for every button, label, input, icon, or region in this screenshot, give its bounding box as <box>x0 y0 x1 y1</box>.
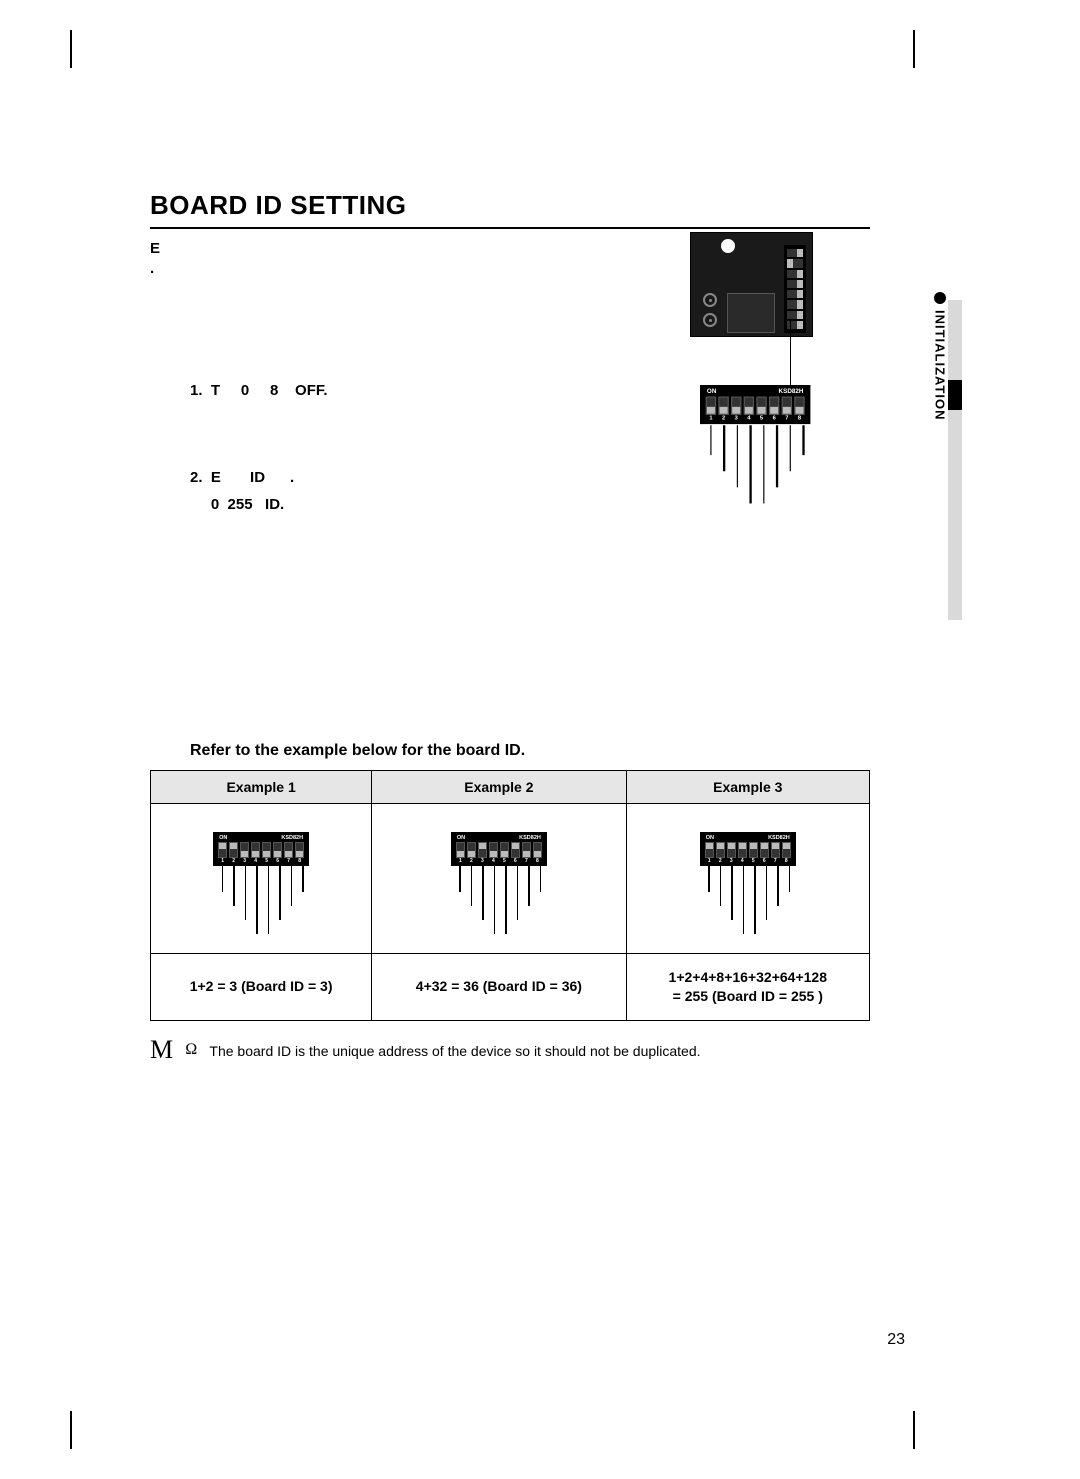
board-dip-switch <box>784 245 806 333</box>
side-tab-label: INITIALIZATION <box>933 310 948 421</box>
side-tab: INITIALIZATION <box>925 292 955 421</box>
table-row-dips: ONKSD82H12345678 ONKSD82H12345678 ONKSD8… <box>151 804 870 954</box>
board-screws <box>703 293 717 333</box>
callout-line <box>790 320 791 388</box>
col-header: Example 3 <box>626 771 869 804</box>
board-panel <box>727 293 775 333</box>
col-header: Example 2 <box>372 771 626 804</box>
side-tab-bullet-icon <box>934 292 946 304</box>
screw-icon <box>703 293 717 307</box>
examples-table: Example 1 Example 2 Example 3 ONKSD82H12… <box>150 770 870 1021</box>
result-2: 4+32 = 36 (Board ID = 36) <box>372 954 626 1021</box>
note-text: The board ID is the unique address of th… <box>209 1043 700 1059</box>
note: M Ω The board ID is the unique address o… <box>150 1037 870 1063</box>
col-header: Example 1 <box>151 771 372 804</box>
page-number: 23 <box>887 1331 905 1349</box>
board-photo <box>690 232 813 337</box>
result-1: 1+2 = 3 (Board ID = 3) <box>151 954 372 1021</box>
board-hole-icon <box>721 239 735 253</box>
screw-icon <box>703 313 717 327</box>
table-row-results: 1+2 = 3 (Board ID = 3) 4+32 = 36 (Board … <box>151 954 870 1021</box>
dip-example-3: ONKSD82H12345678 <box>627 832 869 934</box>
section-title: BOARD ID SETTING <box>150 190 870 229</box>
callout-dip-switch: ONKSD82H12345678 <box>700 385 796 488</box>
result-3: 1+2+4+8+16+32+64+128 = 255 (Board ID = 2… <box>626 954 869 1021</box>
note-bullet-icon: Ω <box>185 1041 197 1059</box>
dip-example-1: ONKSD82H12345678 <box>151 832 371 934</box>
examples-subtitle: Refer to the example below for the board… <box>150 742 870 760</box>
dip-example-2: ONKSD82H12345678 <box>372 832 625 934</box>
table-header-row: Example 1 Example 2 Example 3 <box>151 771 870 804</box>
note-mark-icon: M <box>150 1037 173 1063</box>
